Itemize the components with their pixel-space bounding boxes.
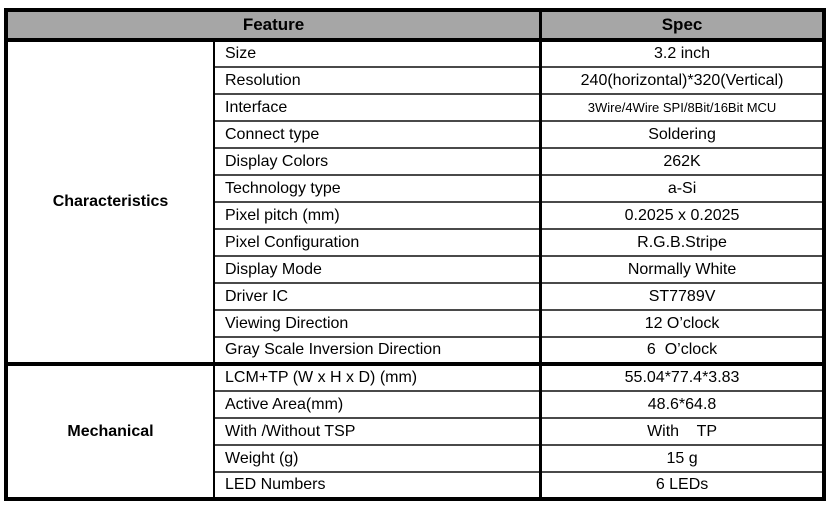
feature-cell: Resolution [214,66,543,94]
feature-cell: Size [214,38,543,67]
spec-value-cell: 6 LEDs [540,471,824,499]
table-row: With /Without TSP With TP [6,417,824,445]
feature-cell: Weight (g) [214,444,543,472]
feature-cell: Pixel pitch (mm) [214,201,543,229]
feature-cell: Pixel Configuration [214,228,543,256]
spec-value-cell: With TP [540,417,824,445]
table-header: Feature Spec [6,10,824,42]
spec-value-cell: Soldering [540,120,824,148]
table-row: Resolution 240(horizontal)*320(Vertical) [6,66,824,94]
feature-cell: Active Area(mm) [214,390,543,418]
table-body: Characteristics Size 3.2 inch Resolution… [6,38,824,499]
header-cell-spec: Spec [540,10,824,42]
table-row: Mechanical LCM+TP (W x H x D) (mm) 55.04… [6,362,824,499]
table-row: Gray Scale Inversion Direction 6 O’clock [6,336,824,364]
spec-value-cell: Normally White [540,255,824,283]
spec-value-cell: 55.04*77.4*3.83 [540,362,824,391]
feature-cell: Viewing Direction [214,309,543,337]
spec-value-cell: 15 g [540,444,824,472]
feature-cell: Connect type [214,120,543,148]
group-cell-characteristics: Characteristics [6,38,215,364]
spec-value-cell: 48.6*64.8 [540,390,824,418]
feature-cell: LED Numbers [214,471,543,499]
table-row: Display Colors 262K [6,147,824,175]
table-row: Connect type Soldering [6,120,824,148]
feature-cell: Gray Scale Inversion Direction [214,336,543,364]
table-row: Characteristics Size 3.2 inch [6,38,824,364]
feature-cell: Driver IC [214,282,543,310]
spec-value-cell: 240(horizontal)*320(Vertical) [540,66,824,94]
feature-cell: Display Colors [214,147,543,175]
table-row: Active Area(mm) 48.6*64.8 [6,390,824,418]
spec-value-cell: R.G.B.Stripe [540,228,824,256]
group-cell-mechanical: Mechanical [6,362,215,499]
header-cell-feature: Feature [6,10,543,42]
spec-table: Feature Spec Characteristics Size 3.2 in… [4,8,826,501]
spec-value-cell: 6 O’clock [540,336,824,364]
table-row: Pixel pitch (mm) 0.2025 x 0.2025 [6,201,824,229]
feature-cell: Display Mode [214,255,543,283]
spec-value-cell: a-Si [540,174,824,202]
table-row: Interface 3Wire/4Wire SPI/8Bit/16Bit MCU [6,93,824,121]
feature-cell: Interface [214,93,543,121]
spec-value-cell: 3Wire/4Wire SPI/8Bit/16Bit MCU [540,93,824,121]
feature-cell: With /Without TSP [214,417,543,445]
table-row: Driver IC ST7789V [6,282,824,310]
spec-value-cell: ST7789V [540,282,824,310]
table-row: Pixel Configuration R.G.B.Stripe [6,228,824,256]
feature-cell: Technology type [214,174,543,202]
table-row: Weight (g) 15 g [6,444,824,472]
table-row: Technology type a-Si [6,174,824,202]
spec-value-cell: 0.2025 x 0.2025 [540,201,824,229]
table-row: Display Mode Normally White [6,255,824,283]
table-row: LED Numbers 6 LEDs [6,471,824,499]
spec-value-cell: 12 O’clock [540,309,824,337]
spec-value-cell: 262K [540,147,824,175]
header-row: Feature Spec [6,10,824,42]
table-row: Viewing Direction 12 O’clock [6,309,824,337]
spec-value-cell: 3.2 inch [540,38,824,67]
feature-cell: LCM+TP (W x H x D) (mm) [214,362,543,391]
